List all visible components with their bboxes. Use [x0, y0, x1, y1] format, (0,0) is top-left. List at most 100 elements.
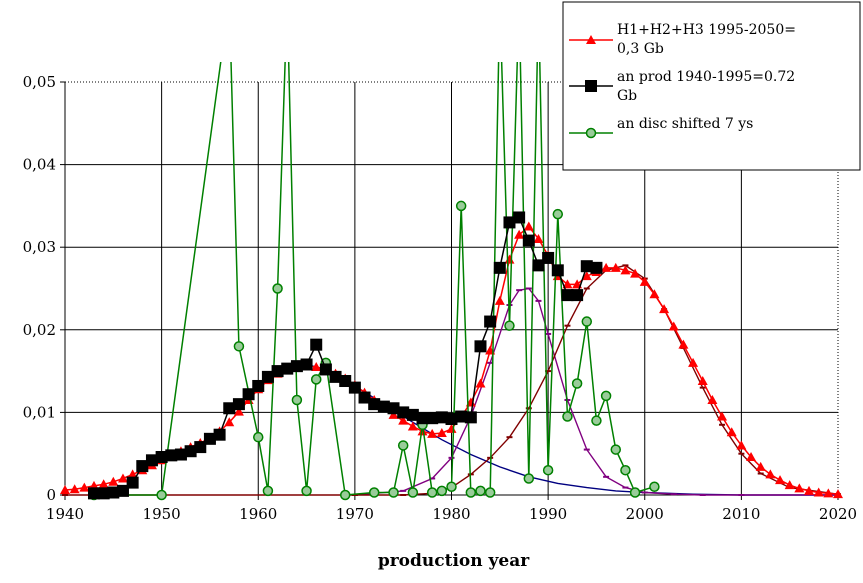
series-1: [87, 211, 603, 500]
data-point-series-2: [233, 341, 245, 352]
data-point-series-2: [591, 415, 602, 426]
data-point-series-1: [319, 363, 332, 376]
data-point-series-0: [659, 304, 670, 314]
data-point-series-1: [464, 411, 477, 424]
data-point-series-0: [794, 483, 805, 493]
data-point-series-2: [339, 489, 351, 501]
data-point-series-1: [174, 448, 187, 461]
data-point-series-2: [436, 485, 448, 497]
data-point-series-0: [736, 440, 747, 450]
data-point-series-0: [69, 484, 80, 494]
data-point-series-1: [145, 454, 158, 467]
data-point-series-0: [427, 428, 438, 438]
data-point-series-0: [436, 428, 447, 438]
data-point-series-1: [339, 375, 352, 388]
data-point-series-2: [534, 0, 543, 4]
data-point-series-1: [165, 449, 178, 462]
data-point-series-1: [252, 379, 265, 392]
series-layer: [60, 0, 843, 501]
data-point-series-1: [542, 251, 555, 264]
data-point-series-1: [532, 259, 545, 272]
data-point-series-2: [504, 320, 515, 331]
data-point-series-1: [571, 289, 584, 302]
data-point-series-0: [813, 487, 824, 497]
data-point-series-1: [213, 428, 226, 441]
data-point-series-1: [387, 402, 400, 415]
data-point-series-2: [600, 390, 612, 402]
legend-label-1: an prod 1940-1995=0.72: [617, 69, 795, 85]
data-point-series-0: [533, 233, 544, 243]
data-point-series-1: [97, 487, 110, 500]
data-point-series-2: [610, 444, 622, 455]
legend-label-0: H1+H2+H3 1995-2050=: [617, 22, 796, 38]
data-point-series-1: [455, 410, 468, 423]
data-point-series-2: [253, 431, 264, 443]
data-point-series-2: [484, 487, 496, 498]
x-tick-label: 1940: [46, 505, 84, 523]
x-tick-label: 1990: [529, 505, 567, 523]
data-point-series-1: [358, 391, 371, 404]
data-point-series-2: [649, 481, 660, 492]
data-point-series-1: [445, 413, 458, 426]
data-point-series-2: [523, 473, 535, 484]
data-point-series-1: [377, 400, 390, 413]
data-point-series-0: [717, 411, 728, 421]
data-point-series-2: [225, 0, 234, 4]
data-point-series-2: [465, 487, 477, 498]
data-point-series-2: [272, 283, 283, 294]
data-point-series-1: [290, 360, 303, 373]
data-point-series-1: [484, 315, 497, 328]
data-point-series-1: [585, 80, 597, 92]
data-point-series-1: [503, 216, 516, 229]
data-point-series-2: [283, 0, 292, 4]
data-point-series-1: [261, 370, 274, 383]
data-point-series-2: [562, 411, 573, 422]
legend-label-0-line2: 0,3 Gb: [617, 41, 664, 57]
data-point-series-2: [310, 374, 322, 385]
data-point-series-1: [126, 476, 139, 489]
data-point-series-1: [426, 412, 439, 425]
data-point-series-2: [455, 200, 467, 212]
data-point-series-0: [639, 276, 650, 286]
data-point-series-2: [585, 127, 597, 139]
data-point-series-2: [301, 485, 312, 497]
data-point-series-1: [522, 234, 535, 247]
data-point-series-0: [804, 485, 815, 495]
data-point-series-0: [823, 488, 834, 498]
data-point-series-0: [765, 469, 776, 479]
data-point-series-2: [156, 489, 167, 501]
data-point-series-1: [580, 260, 593, 273]
y-tick-label: 0: [46, 486, 56, 504]
data-point-series-1: [368, 398, 381, 411]
y-tick-label: 0,04: [23, 156, 56, 174]
data-point-series-0: [311, 361, 322, 371]
data-point-series-2: [388, 487, 399, 498]
data-point-series-1: [271, 365, 284, 378]
data-point-series-2: [475, 485, 486, 497]
x-tick-label: 2010: [722, 505, 760, 523]
data-point-series-1: [242, 388, 255, 401]
data-point-series-1: [590, 261, 603, 274]
data-point-series-0: [707, 395, 718, 405]
data-point-series-1: [310, 338, 323, 351]
series-2: [88, 0, 660, 501]
data-point-series-1: [87, 487, 100, 500]
x-tick-label: 1960: [239, 505, 277, 523]
data-point-series-0: [233, 406, 244, 416]
data-point-series-2: [620, 464, 631, 476]
data-point-series-2: [581, 316, 593, 327]
data-point-series-0: [514, 229, 525, 239]
data-point-series-1: [513, 211, 526, 224]
data-point-series-1: [397, 406, 410, 419]
data-point-series-1: [155, 451, 168, 464]
data-point-series-2: [542, 464, 554, 476]
data-point-series-1: [493, 261, 506, 274]
data-point-series-0: [388, 409, 399, 419]
data-point-series-1: [116, 484, 129, 497]
data-point-series-2: [552, 208, 564, 220]
data-point-series-1: [184, 445, 197, 458]
series-line-4: [354, 287, 838, 496]
data-point-series-0: [494, 295, 505, 305]
data-point-series-1: [203, 432, 216, 445]
